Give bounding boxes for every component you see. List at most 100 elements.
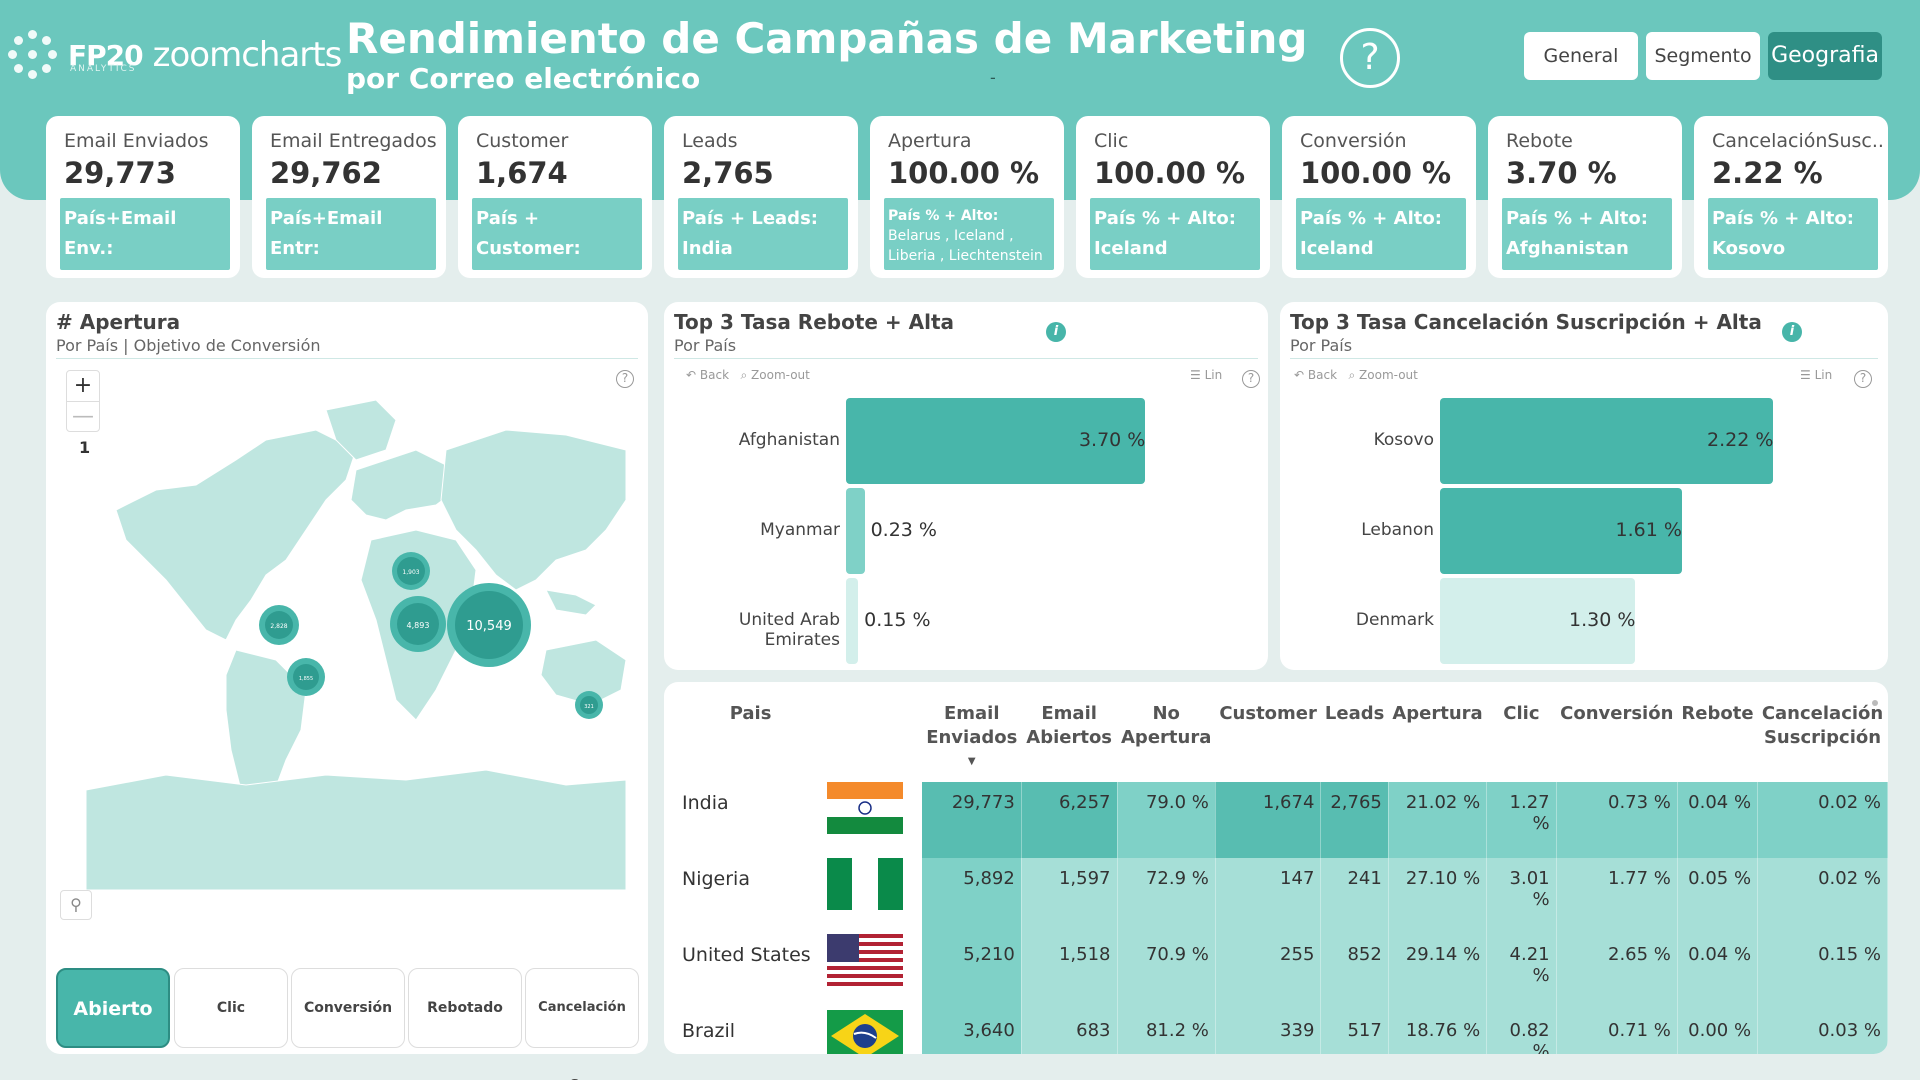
- bubble-africa[interactable]: 4,893: [390, 596, 446, 652]
- flag-cell: [825, 934, 923, 1010]
- col-header-email-abiertos[interactable]: Email Abiertos: [1026, 703, 1113, 748]
- bubble-north-america[interactable]: 2,828: [259, 605, 299, 645]
- map-pin-icon[interactable]: ⚲: [60, 890, 92, 920]
- table-cell: 339: [1215, 1010, 1322, 1054]
- bar[interactable]: [846, 488, 865, 574]
- bubble-label: 1,903: [402, 569, 419, 576]
- zoom-out-button[interactable]: Zoom-out: [751, 368, 810, 382]
- help-icon[interactable]: ?: [1340, 28, 1400, 88]
- nav-segmento-button[interactable]: Segmento: [1646, 32, 1760, 80]
- kpi-foot-value: Iceland: [1300, 238, 1374, 259]
- col-header-email-enviados[interactable]: Email Enviados ▼: [922, 692, 1021, 782]
- bubble-europe[interactable]: 1,903: [392, 552, 430, 590]
- list-icon: ☰: [1800, 368, 1811, 382]
- col-label: Email Enviados: [926, 703, 1018, 748]
- table-row[interactable]: Brazil 3,640 683 81.2 % 339 517 18.76 % 0.82 % 0…: [676, 1010, 1888, 1054]
- north-america-shape: [115, 429, 357, 641]
- back-button[interactable]: Back: [1307, 368, 1338, 382]
- zoom-out-icon[interactable]: ⌕: [740, 368, 748, 382]
- bubble-india[interactable]: 10,549: [447, 583, 531, 667]
- bar[interactable]: [1440, 488, 1682, 574]
- bar-value-label: 1.30 %: [1569, 609, 1636, 631]
- more-options-icon[interactable]: [1872, 700, 1878, 706]
- zoom-in-button[interactable]: +: [73, 373, 93, 398]
- kpi-foot: País % + Alto: Afghanistan: [1502, 198, 1672, 270]
- help-icon[interactable]: ?: [1242, 370, 1260, 388]
- kpi-foot: País+Email Env.: India: [60, 198, 230, 278]
- page-subtitle: por Correo electrónico: [346, 62, 701, 95]
- sort-desc-icon: ▼: [967, 756, 976, 767]
- back-icon[interactable]: ↶: [1294, 368, 1305, 382]
- col-header-clic[interactable]: Clic: [1503, 703, 1540, 724]
- bar[interactable]: [1440, 398, 1773, 484]
- scale-toggle[interactable]: ☰ Lin: [1190, 368, 1222, 382]
- logo-sub: ANALYTICS: [70, 64, 137, 74]
- col-header-apertura[interactable]: Apertura: [1392, 703, 1483, 724]
- table-row[interactable]: Nigeria 5,892 1,597 72.9 % 147 241 27.10 % 3.01…: [676, 858, 1888, 934]
- tab-abierto[interactable]: Abierto: [56, 968, 170, 1048]
- info-icon[interactable]: i: [1782, 322, 1802, 342]
- kpi-value: 100.00 %: [1300, 156, 1452, 190]
- kpi-foot-value: Belarus , Iceland , Liberia , Liechtenst…: [888, 228, 1043, 264]
- help-icon[interactable]: ?: [1854, 370, 1872, 388]
- kpi-foot-label: País + Customer:: [476, 208, 581, 259]
- kpi-card-leads: Leads 2,765 País + Leads: India: [664, 116, 858, 278]
- table-cell: 27.10 %: [1388, 858, 1488, 934]
- table-cell: 255: [1215, 934, 1322, 1010]
- info-icon[interactable]: i: [1046, 322, 1066, 342]
- bar[interactable]: [846, 398, 1145, 484]
- scale-toggle[interactable]: ☰ Lin: [1800, 368, 1832, 382]
- col-header-customer[interactable]: Customer: [1219, 703, 1317, 724]
- nav-general-button[interactable]: General: [1524, 32, 1638, 80]
- back-button[interactable]: Back: [699, 368, 730, 382]
- bubble-south-america[interactable]: 1,855: [287, 658, 325, 696]
- kpi-card-customer: Customer 1,674 País + Customer: India: [458, 116, 652, 278]
- logo-brand: FP20: [68, 38, 144, 72]
- bar-value-label: 1.61 %: [1615, 519, 1682, 541]
- table-cell: 5,892: [922, 858, 1022, 934]
- zoom-out-button[interactable]: —: [67, 401, 99, 431]
- page-title: Rendimiento de Campañas de Marketing: [346, 14, 1308, 63]
- table-row[interactable]: India 29,773 6,257 79.0 % 1,674 2,765 21.02 % 1…: [676, 782, 1888, 858]
- col-header-leads[interactable]: Leads: [1324, 703, 1385, 724]
- table-cell: 72.9 %: [1117, 858, 1216, 934]
- greenland-shape: [325, 399, 397, 461]
- list-icon: ☰: [1190, 368, 1201, 382]
- country-table: Pais Email Enviados ▼ Email Abiertos No A…: [676, 692, 1888, 1054]
- zoom-out-button[interactable]: Zoom-out: [1359, 368, 1418, 382]
- zoom-out-icon[interactable]: ⌕: [1348, 368, 1356, 382]
- table-cell: 0.00 %: [1677, 1010, 1759, 1054]
- tab-cancelacion[interactable]: Cancelación S...: [525, 968, 639, 1080]
- bar[interactable]: [1440, 578, 1635, 664]
- col-header-conversion[interactable]: Conversión: [1560, 703, 1674, 724]
- bar[interactable]: [846, 578, 859, 664]
- kpi-value: 29,773: [64, 156, 176, 190]
- bubble-label: 321: [584, 704, 594, 710]
- kpi-label: Leads: [682, 130, 738, 152]
- col-header-pais[interactable]: Pais: [729, 703, 772, 724]
- col-header-cancelacion[interactable]: Cancelación Suscripción: [1761, 703, 1884, 748]
- table-cell: 147: [1215, 858, 1322, 934]
- zoom-level: 1: [79, 438, 91, 457]
- bar-category-label: United Arab Emirates: [738, 610, 840, 650]
- table-cell: 0.15 %: [1757, 934, 1888, 1010]
- tab-clic[interactable]: Clic: [174, 968, 288, 1048]
- col-header-rebote[interactable]: Rebote: [1681, 703, 1754, 724]
- logo-dots-icon: [8, 30, 58, 80]
- tab-rebotado[interactable]: Rebotado: [408, 968, 522, 1048]
- table-cell: 1,597: [1021, 858, 1118, 934]
- table-cell: 683: [1021, 1010, 1118, 1054]
- help-icon[interactable]: ?: [616, 370, 634, 388]
- col-header-no-apertura[interactable]: No Apertura: [1121, 703, 1212, 748]
- bubble-oceania[interactable]: 321: [575, 691, 603, 719]
- world-map[interactable]: 10,549 4,893 1,903 2,828 1,855 321: [86, 390, 626, 910]
- table-row[interactable]: United States 5,210 1,518 70.9 % 255 852 29.14…: [676, 934, 1888, 1010]
- nav-geografia-button[interactable]: Geografia: [1768, 32, 1882, 80]
- kpi-foot-label: País+Email Entr:: [270, 208, 383, 259]
- back-icon[interactable]: ↶: [686, 368, 697, 382]
- cancelacion-chart-panel: Top 3 Tasa Cancelación Suscripción + Alt…: [1280, 302, 1888, 670]
- table-cell: 18.76 %: [1388, 1010, 1488, 1054]
- usa-flag-icon: [827, 934, 904, 986]
- tab-conversion[interactable]: Conversión: [291, 968, 405, 1048]
- kpi-value: 1,674: [476, 156, 568, 190]
